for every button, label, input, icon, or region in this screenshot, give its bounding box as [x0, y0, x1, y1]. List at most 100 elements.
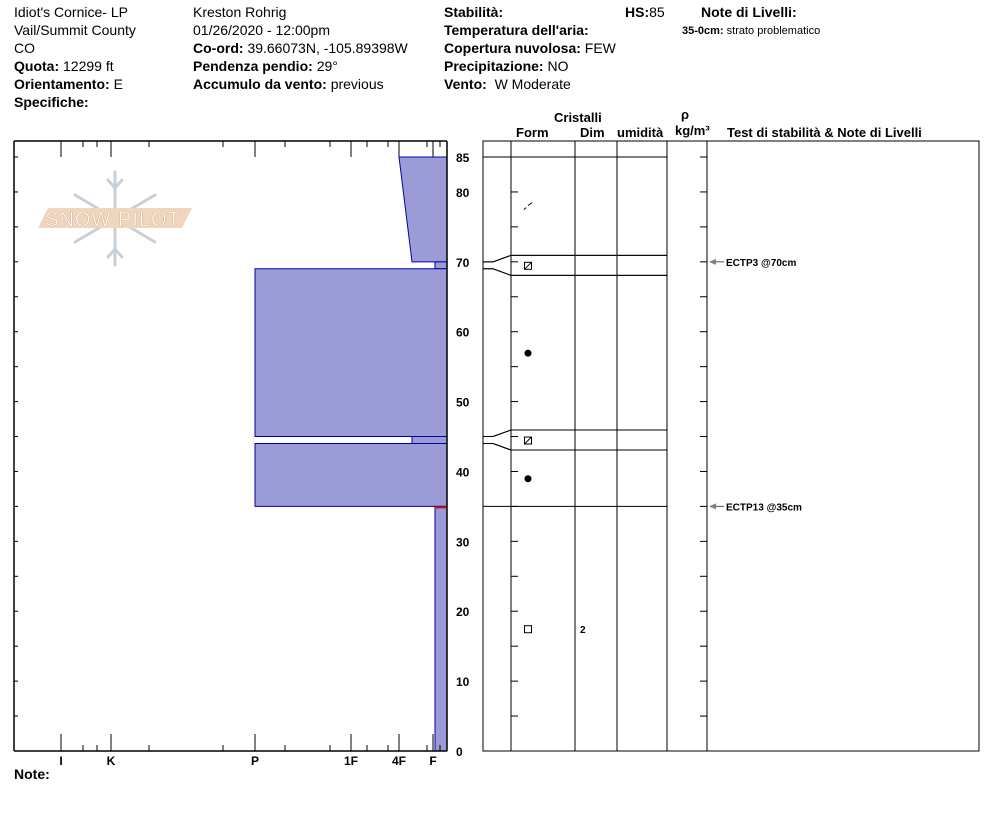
depth-label: 40 [456, 465, 470, 479]
depth-label: 0 [456, 745, 463, 759]
density-symbol-text: ρ [681, 107, 690, 122]
coord-value: 39.66073N, -105.89398W [247, 40, 408, 56]
hardness-layer-bar [254, 443, 448, 507]
wind-label: Vento: [444, 76, 487, 92]
hardness-tick-label: 1F [344, 754, 358, 768]
grain-size-value: 2 [580, 625, 586, 636]
layer-note: 35-0cm: strato problematico [682, 22, 820, 40]
notes: Note: [14, 765, 50, 783]
form-header-text: Form [516, 125, 549, 140]
layer-boundary [483, 443, 667, 451]
hardness-layer-bar [434, 505, 448, 752]
elevation-label: Quota: [14, 58, 60, 74]
elevation-value: 12299 ft [63, 58, 114, 74]
region: Vail/Summit County [14, 22, 136, 38]
layer-table-frame [482, 140, 980, 752]
layer-boundary [483, 254, 667, 263]
arrow-left-icon [709, 258, 716, 265]
layer-boundary [483, 268, 667, 276]
precip-value: NO [547, 58, 569, 74]
hardness-tick-label: F [429, 754, 436, 768]
density-unit-text: kg/m³ [675, 123, 710, 138]
specifics: Specifiche: [14, 93, 89, 111]
stability-test-label: ECTP3 @70cm [726, 258, 796, 269]
size-header: Dim [580, 124, 605, 142]
hardness-tick-label: K [107, 754, 116, 768]
faceted-rounded-icon [524, 261, 532, 270]
arrow-left-icon [709, 503, 716, 510]
wind: Vento: W Moderate [444, 75, 571, 93]
density-symbol: ρ [681, 106, 689, 124]
faceted-rounded-icon-diagonal [524, 261, 532, 270]
air-temperature: Temperatura dell'aria: [444, 21, 589, 39]
logo-banner [38, 208, 192, 228]
crystals-header: Cristalli [554, 109, 602, 127]
slope-label: Pendenza pendio: [193, 58, 313, 74]
moisture-header: umidità [617, 124, 663, 142]
tests-header-text: Test di stabilità & Note di Livelli [727, 125, 922, 140]
stability-test-label: ECTP13 @35cm [726, 502, 802, 513]
hardness-tick-label: P [251, 754, 259, 768]
slope: Pendenza pendio: 29° [193, 57, 338, 75]
hardness-layer-bar [434, 261, 448, 270]
density-unit: kg/m³ [675, 122, 710, 140]
hs-label: HS: [625, 4, 650, 20]
moisture-header-text: umidità [617, 125, 664, 140]
depth-label: 50 [456, 396, 470, 410]
observer: Kreston Rohrig [193, 4, 287, 20]
coord-label: Co-ord: [193, 40, 244, 56]
precipitation: Precipitazione: NO [444, 57, 568, 75]
layer-note-range: 35-0cm: [682, 25, 724, 37]
snow-height: HS:85 [625, 3, 665, 21]
form-header: Form [516, 124, 549, 142]
coordinates: Co-ord: 39.66073N, -105.89398W [193, 39, 408, 57]
rounded-grains-icon [524, 349, 532, 357]
layer-boundary [483, 429, 667, 438]
size-header-text: Dim [580, 125, 605, 140]
aspect-label: Orientamento: [14, 76, 110, 92]
depth-label: 10 [456, 675, 470, 689]
layer-notes-title: Note di Livelli: [701, 3, 797, 21]
crystals-header-text: Cristalli [554, 110, 602, 125]
elevation: Quota: 12299 ft [14, 57, 114, 75]
faceted-crystals-icon [524, 625, 532, 634]
wind-loading-value: previous [330, 76, 384, 92]
sky-label: Copertura nuvolosa: [444, 40, 581, 56]
layer-notes-title-text: Note di Livelli: [701, 4, 797, 20]
wind-value: W Moderate [494, 76, 571, 92]
depth-label: 20 [456, 605, 470, 619]
logo-text: SNOW PILOT [45, 209, 181, 231]
aspect-value: E [113, 76, 123, 92]
location-name: Idiot's Cornice- LP [14, 4, 128, 20]
faceted-rounded-icon [524, 436, 532, 445]
state: CO [14, 40, 35, 56]
slope-value: 29° [316, 58, 338, 74]
hs-value: 85 [649, 4, 665, 20]
snowpilot-logo: SNOW PILOT [38, 170, 192, 267]
faceted-rounded-icon-diagonal [524, 436, 532, 445]
rounded-grains-icon [524, 475, 532, 483]
depth-label: 70 [456, 256, 470, 270]
air-temp-label: Temperatura dell'aria: [444, 22, 589, 38]
hardness-tick-label: 4F [392, 754, 406, 768]
aspect: Orientamento: E [14, 75, 123, 93]
specifics-label: Specifiche: [14, 94, 89, 110]
depth-label: 85 [456, 151, 470, 165]
datetime: 01/26/2020 - 12:00pm [193, 22, 330, 38]
notes-label: Note: [14, 766, 50, 782]
precip-label: Precipitazione: [444, 58, 544, 74]
sky-cover: Copertura nuvolosa: FEW [444, 39, 616, 57]
hardness-layer-bar [411, 436, 448, 445]
stability: Stabilità: [444, 3, 503, 21]
hardness-layer-bar [398, 156, 448, 263]
sky-value: FEW [584, 40, 616, 56]
decomposing-fragments-icon [523, 202, 533, 211]
hardness-tick-label: I [59, 754, 62, 768]
hardness-layer-bar [254, 268, 448, 438]
layer-note-text: strato problematico [726, 25, 821, 37]
wind-loading-label: Accumulo da vento: [193, 76, 327, 92]
depth-label: 30 [456, 535, 470, 549]
depth-label: 80 [456, 186, 470, 200]
wind-loading: Accumulo da vento: previous [193, 75, 384, 93]
